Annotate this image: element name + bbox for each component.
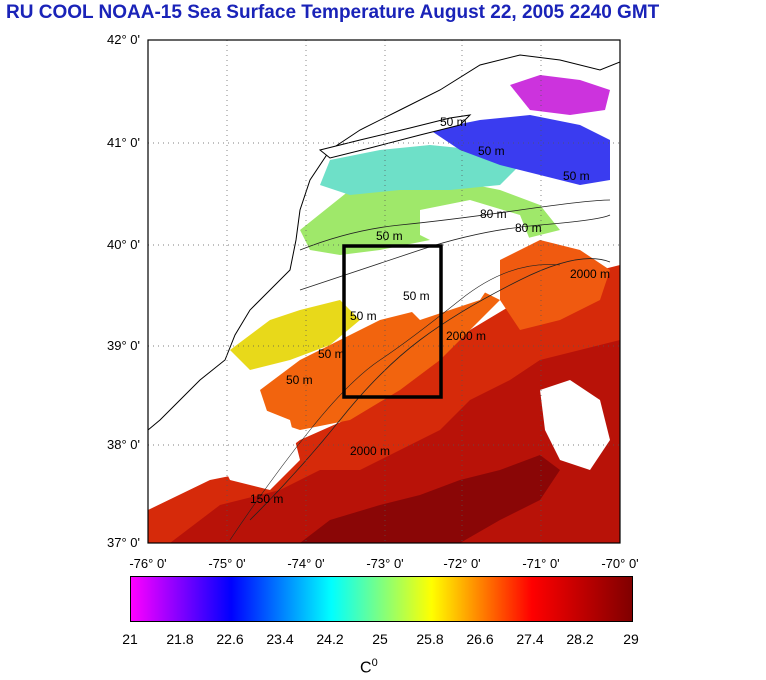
contour-label: 50 m	[440, 115, 467, 129]
contour-label: 50 m	[318, 347, 345, 361]
contour-80m	[299, 214, 611, 291]
colorbar-tick-label: 29	[623, 631, 639, 647]
sst-region-magenta-north	[510, 75, 610, 115]
plot-frame	[147, 39, 621, 544]
colorbar-tick-label: 24.2	[316, 631, 344, 647]
units-base: C	[360, 659, 372, 677]
colorbar-tick-label: 28.2	[566, 631, 594, 647]
colorbar-tick-label: 22.6	[216, 631, 244, 647]
colorbar-tick-label: 23.4	[266, 631, 294, 647]
lat-tick-label: 37° 0'	[107, 535, 140, 550]
contour-label: 50 m	[350, 309, 377, 323]
contour-50m	[299, 199, 611, 251]
lon-tick-label: -74° 0'	[287, 556, 325, 571]
lon-tick-label: -70° 0'	[601, 556, 639, 571]
land-mass	[148, 40, 620, 431]
lon-tick-label: -72° 0'	[443, 556, 481, 571]
long-island	[318, 114, 472, 159]
sst-region-yellow-shelf	[230, 300, 360, 370]
colorbar-tick-label: 25	[372, 631, 388, 647]
contour-label: 50 m	[478, 144, 505, 158]
map-plot-area: 50 m 50 m 50 m 80 m 80 m 50 m 50 m 2000 …	[147, 39, 621, 544]
colorbar-tick-label: 21	[122, 631, 138, 647]
contour-label: 2000 m	[570, 267, 610, 281]
colorbar-units: C0	[360, 657, 378, 677]
sst-region-darkest	[300, 455, 560, 543]
colorbar-tick-label: 27.4	[516, 631, 544, 647]
lon-tick-label: -76° 0'	[129, 556, 167, 571]
contour-label: 80 m	[515, 221, 542, 235]
contour-label: 2000 m	[350, 444, 390, 458]
cloud-patch-3	[210, 400, 300, 490]
sst-region-orange-east	[500, 240, 610, 330]
lon-tick-label: -71° 0'	[522, 556, 560, 571]
lat-tick-label: 41° 0'	[107, 135, 140, 150]
map-title: RU COOL NOAA-15 Sea Surface Temperature …	[6, 2, 660, 23]
units-superscript: 0	[371, 657, 378, 669]
contour-label: 2000 m	[446, 329, 486, 343]
contour-label: 50 m	[563, 169, 590, 183]
sst-map: 50 m 50 m 50 m 80 m 80 m 50 m 50 m 2000 …	[147, 39, 621, 544]
colorbar-tick-label: 25.8	[416, 631, 444, 647]
color-scale-bar	[130, 576, 633, 622]
contour-label: 50 m	[286, 373, 313, 387]
colorbar-tick-label: 26.6	[466, 631, 494, 647]
lat-tick-label: 42° 0'	[107, 32, 140, 47]
contour-labels: 50 m 50 m 50 m 80 m 80 m 50 m 50 m 2000 …	[250, 115, 610, 506]
study-area-box	[342, 244, 443, 399]
lat-tick-label: 39° 0'	[107, 338, 140, 353]
cloud-patch-1	[400, 260, 500, 320]
cloud-patch-4	[540, 380, 610, 470]
contour-label: 80 m	[480, 207, 507, 221]
lon-tick-label: -73° 0'	[366, 556, 404, 571]
contour-label: 50 m	[376, 229, 403, 243]
lon-tick-label: -75° 0'	[208, 556, 246, 571]
contour-shelf	[229, 264, 561, 541]
colorbar-tick-label: 21.8	[166, 631, 194, 647]
contour-label: 150 m	[250, 492, 283, 506]
sst-region-cyan-mid	[320, 145, 520, 195]
sst-region-blue-north	[430, 115, 610, 185]
contour-label: 50 m	[403, 289, 430, 303]
contour-2000m	[249, 258, 611, 521]
lat-tick-label: 38° 0'	[107, 437, 140, 452]
lat-tick-label: 40° 0'	[107, 237, 140, 252]
sst-data-layer	[148, 40, 620, 543]
